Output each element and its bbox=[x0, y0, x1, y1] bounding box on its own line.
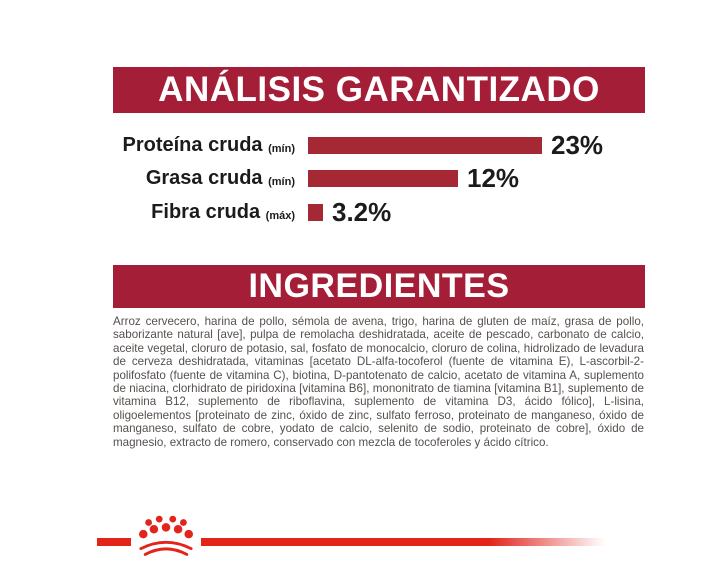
analysis-value: 12% bbox=[467, 163, 520, 193]
analysis-row-protein: Proteína cruda (mín) 23% bbox=[0, 129, 728, 160]
ingredients-header-title: INGREDIENTES bbox=[248, 267, 510, 305]
ingredients-text: Arroz cervecero, harina de pollo, sémola… bbox=[113, 315, 644, 449]
analysis-label-text: Fibra cruda bbox=[151, 201, 261, 223]
analysis-row-fat: Grasa cruda (mín) 12% bbox=[0, 163, 728, 193]
analysis-qualifier: (máx) bbox=[265, 210, 295, 222]
analysis-bar bbox=[308, 204, 323, 221]
analysis-header-banner: ANÁLISIS GARANTIZADO bbox=[113, 67, 645, 113]
analysis-value: 3.2% bbox=[332, 197, 392, 227]
analysis-value: 23% bbox=[551, 129, 604, 160]
footer-divider-left bbox=[97, 538, 131, 546]
analysis-label: Proteína cruda (mín) bbox=[0, 133, 296, 157]
analysis-row-fiber: Fibra cruda (máx) 3.2% bbox=[0, 197, 728, 227]
analysis-label: Grasa cruda (mín) bbox=[0, 167, 295, 190]
ingredients-header-banner: INGREDIENTES bbox=[113, 265, 645, 308]
analysis-label-text: Grasa cruda bbox=[145, 167, 263, 189]
footer-divider-right bbox=[201, 538, 613, 546]
analysis-label: Fibra cruda (máx) bbox=[0, 201, 295, 224]
analysis-header-title: ANÁLISIS GARANTIZADO bbox=[158, 70, 600, 109]
analysis-qualifier: (mín) bbox=[268, 142, 295, 155]
analysis-qualifier: (mín) bbox=[268, 176, 295, 188]
royal-canin-crown-icon bbox=[139, 515, 193, 556]
analysis-bar bbox=[308, 136, 542, 154]
analysis-label-text: Proteína cruda bbox=[122, 133, 263, 156]
analysis-bar bbox=[308, 170, 458, 187]
